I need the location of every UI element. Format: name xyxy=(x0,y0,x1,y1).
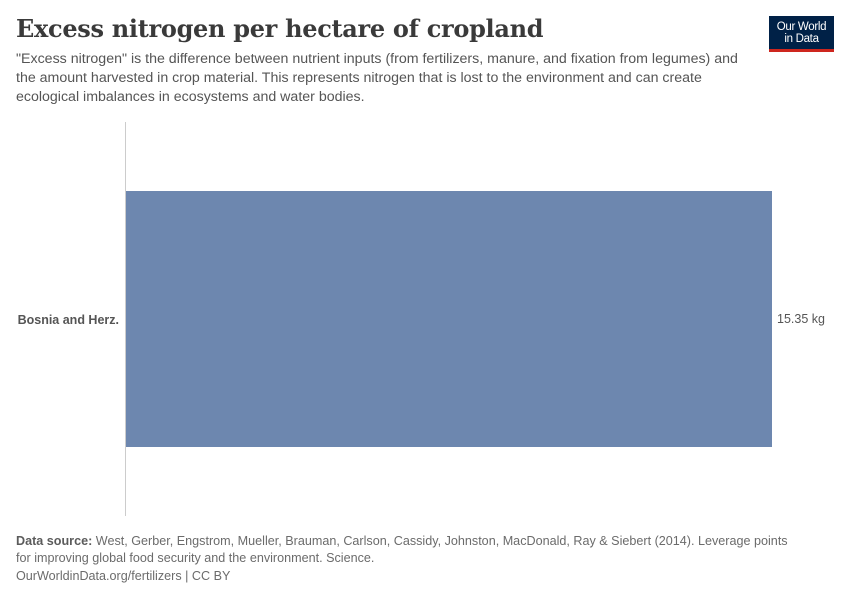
data-source-text: West, Gerber, Engstrom, Mueller, Brauman… xyxy=(16,534,788,565)
data-source-label: Data source: xyxy=(16,534,93,548)
logo-line-1: Our World xyxy=(776,20,827,33)
owid-logo[interactable]: Our World in Data xyxy=(769,16,834,52)
logo-line-2: in Data xyxy=(784,32,819,45)
data-bar[interactable] xyxy=(126,191,772,447)
footer-link[interactable]: OurWorldinData.org/fertilizers | CC BY xyxy=(16,569,231,583)
category-label: Bosnia and Herz. xyxy=(17,313,119,327)
chart-title: Excess nitrogen per hectare of cropland xyxy=(16,14,544,43)
value-label: 15.35 kg xyxy=(777,312,825,326)
y-axis-line xyxy=(125,122,126,516)
data-source: Data source: West, Gerber, Engstrom, Mue… xyxy=(16,533,796,566)
chart-subtitle: "Excess nitrogen" is the difference betw… xyxy=(16,51,738,105)
